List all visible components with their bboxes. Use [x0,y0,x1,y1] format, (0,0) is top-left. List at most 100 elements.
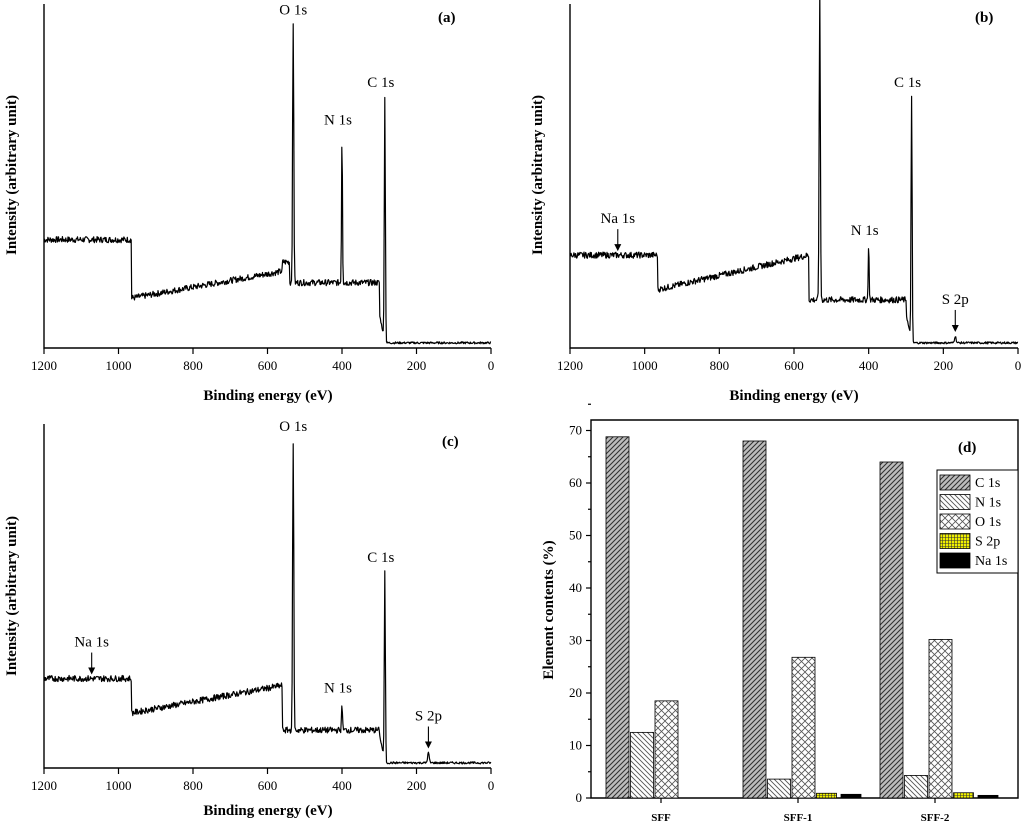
legend-entry: N 1s [975,496,1001,511]
x-tick-label: 1000 [106,778,132,793]
bar-c-1s [605,436,630,799]
panel-d-y-axis-label: Element contents (%) [541,540,557,679]
x-tick-label: 600 [258,358,278,373]
annotation-label: Na 1s [600,211,635,227]
y-tick-label: 50 [569,528,582,543]
xps-panel-c: 1200 1000 800 600 400 200 0 O 1s N 1s C 1s Na 1s S… [4,419,494,819]
annotation-label: S 2p [942,292,969,308]
panel-d-category-labels: SFF SFF-1 SFF-2 [651,798,950,823]
x-tick-label: 1200 [31,778,57,793]
panel-c-label: (c) [442,434,459,450]
panel-a-axes [43,4,491,349]
xps-spectrum-line [43,443,492,765]
y-tick-label: 20 [569,685,582,700]
bar-c-1s [742,440,767,799]
arrow-head [614,244,622,252]
panel-d-axes [590,419,1019,799]
x-tick-label: 200 [407,358,427,373]
panel-b-x-ticks: 1200 1000 800 600 400 200 0 [557,348,1021,373]
y-tick-label: 10 [569,738,582,753]
x-tick-label: 0 [1015,358,1022,373]
xps-spectrum-line [569,0,1019,345]
bar-panel-d: 0 10 20 30 40 50 60 70 SFF SFF-1 SFF-2 C 1s N 1s O … [541,403,1019,823]
peak-label: O 1s [279,419,307,435]
bar-c-1s [879,461,904,799]
legend: C 1s N 1s O 1s S 2p Na 1s [936,469,1019,574]
category-label: SFF [651,812,671,823]
peak-label: N 1s [324,113,352,129]
x-tick-label: 400 [332,358,352,373]
bar-n-1s [767,778,791,799]
x-tick-label: 800 [183,358,203,373]
panel-d-label: (d) [958,440,976,456]
xps-spectrum-line [43,23,492,345]
bar-na-1s [840,793,862,799]
category-label: SFF-1 [784,812,813,823]
peak-label: C 1s [367,550,394,566]
panel-c-x-axis-label: Binding energy (eV) [203,803,332,819]
y-tick-label: 0 [576,790,583,805]
panel-c-y-axis-label: Intensity (arbitrary unit) [4,516,20,676]
peak-label: N 1s [851,223,879,239]
x-tick-label: 600 [784,358,804,373]
bar-n-1s [630,731,654,799]
legend-swatch [939,474,971,491]
x-tick-label: 1200 [31,358,57,373]
legend-entry: O 1s [975,515,1001,530]
bar-o-1s [928,639,953,799]
peak-label: O 1s [279,3,307,19]
peak-label: C 1s [367,75,394,91]
annotation-label: Na 1s [74,635,109,651]
peak-label: C 1s [894,75,921,91]
xps-panel-a: 1200 1000 800 600 400 200 0 O 1s N 1s C 1s Bindi… [4,3,494,404]
bar-s-2p [816,792,837,799]
x-tick-label: 200 [407,778,427,793]
panel-b-label: (b) [975,10,993,26]
x-tick-label: 400 [859,358,879,373]
legend-entry: S 2p [975,535,1000,550]
panel-c-x-ticks: 1200 1000 800 600 400 200 0 [31,768,494,793]
panel-a-x-ticks: 1200 1000 800 600 400 200 0 [31,348,494,373]
legend-entry: C 1s [975,476,1000,491]
peak-label: N 1s [324,681,352,697]
arrow-head [951,324,959,332]
legend-swatch [939,513,971,530]
panel-c-peak-labels: O 1s N 1s C 1s Na 1s S 2p [74,419,442,749]
panel-a-y-axis-label: Intensity (arbitrary unit) [4,95,20,255]
y-tick-label: 40 [569,580,582,595]
legend-swatch [939,494,971,510]
panel-d-bars [605,436,999,799]
legend-swatch [939,533,971,549]
bar-na-1s [977,794,999,799]
x-tick-label: 800 [183,778,203,793]
y-tick-label: 70 [569,423,582,438]
legend-entry: Na 1s [975,554,1007,569]
bar-s-2p [953,792,974,799]
legend-swatch [939,552,971,569]
panel-b-y-axis-label: Intensity (arbitrary unit) [530,95,546,255]
x-tick-label: 0 [488,778,495,793]
category-label: SFF-2 [921,812,950,823]
bar-o-1s [654,700,679,799]
x-tick-label: 400 [332,778,352,793]
bar-o-1s [791,656,816,799]
y-tick-label: 60 [569,475,582,490]
arrow-head [88,667,96,675]
bar-n-1s [904,775,928,799]
x-tick-label: 200 [934,358,954,373]
x-tick-label: 1200 [557,358,583,373]
panel-d-y-ticks: 0 10 20 30 40 50 60 70 [569,403,591,805]
x-tick-label: 0 [488,358,495,373]
panel-a-label: (a) [438,10,456,26]
x-tick-label: 600 [258,778,278,793]
panel-a-x-axis-label: Binding energy (eV) [203,388,332,404]
annotation-label: S 2p [415,709,442,725]
x-tick-label: 1000 [106,358,132,373]
panel-a-peak-labels: O 1s N 1s C 1s [279,3,394,129]
x-tick-label: 800 [710,358,730,373]
y-tick-label: 30 [569,633,582,648]
arrow-head [424,741,432,749]
